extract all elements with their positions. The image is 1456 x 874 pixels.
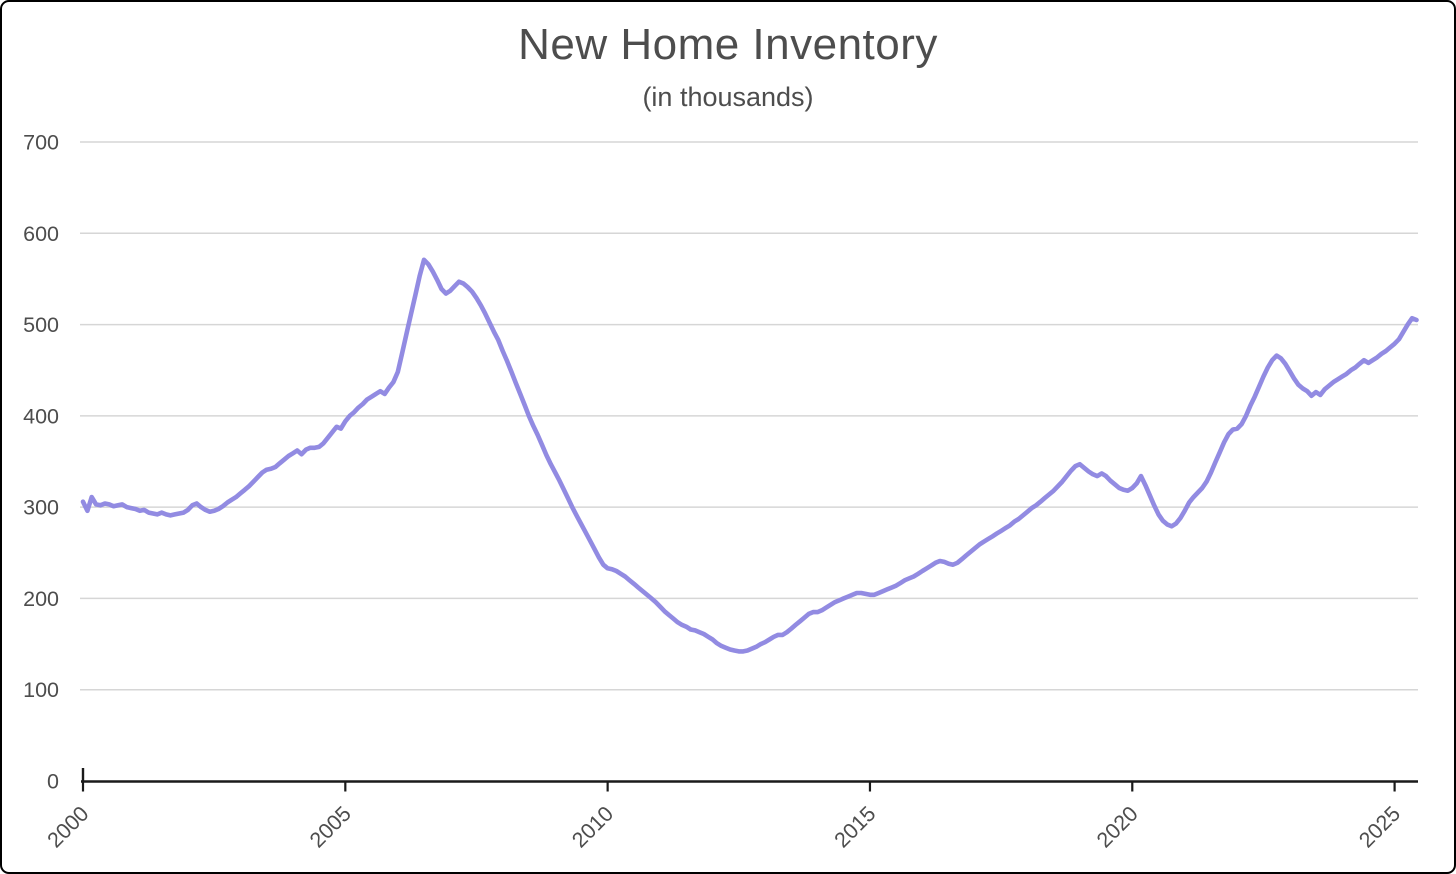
x-tick-label: 2010 (567, 802, 618, 853)
x-tick-label: 2005 (305, 802, 356, 853)
y-tick-label: 200 (23, 587, 59, 611)
x-tick-label: 2015 (830, 802, 881, 853)
inventory-series-line (80, 257, 1419, 654)
x-tick-label: 2000 (43, 802, 94, 853)
x-tick-label: 2020 (1092, 802, 1143, 853)
y-tick-label: 700 (23, 131, 59, 155)
y-tick-label: 0 (47, 770, 59, 794)
y-tick-label: 100 (23, 678, 59, 702)
chart-subtitle: (in thousands) (642, 82, 814, 112)
y-tick-label: 600 (23, 222, 59, 246)
y-tick-label: 300 (23, 496, 59, 520)
chart-title: New Home Inventory (518, 20, 938, 69)
x-tick-label: 2025 (1354, 802, 1405, 853)
y-tick-label: 500 (23, 313, 59, 337)
y-tick-label: 400 (23, 404, 59, 428)
